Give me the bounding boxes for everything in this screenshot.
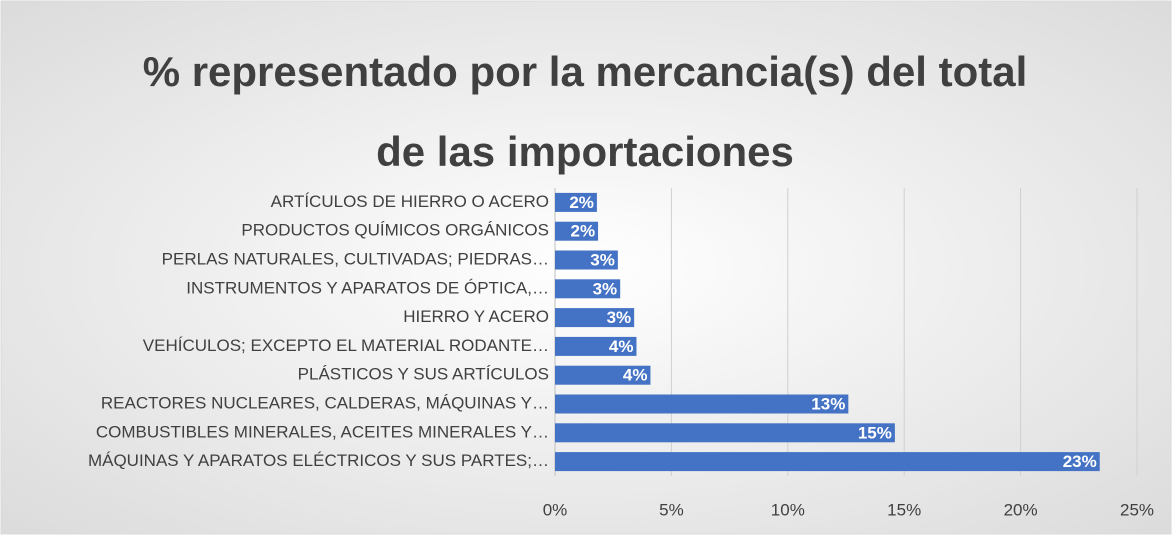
x-tick-label: 25%	[1120, 500, 1154, 519]
y-tick-label: PERLAS NATURALES, CULTIVADAS; PIEDRAS…	[162, 249, 549, 268]
bar	[555, 365, 651, 385]
y-tick-label: COMBUSTIBLES MINERALES, ACEITES MINERALE…	[96, 422, 549, 441]
data-label: 3%	[590, 250, 615, 269]
bar	[555, 250, 618, 270]
bar	[555, 394, 849, 414]
data-label: 3%	[607, 308, 632, 327]
bar	[555, 308, 635, 328]
bar	[555, 221, 599, 241]
x-tick-label: 15%	[887, 500, 921, 519]
bar	[555, 279, 621, 299]
bar	[555, 192, 597, 212]
y-tick-label: MÁQUINAS Y APARATOS ELÉCTRICOS Y SUS PAR…	[88, 451, 549, 470]
x-tick-label: 0%	[543, 500, 568, 519]
data-label: 2%	[569, 193, 594, 212]
data-label: 23%	[1063, 452, 1097, 471]
bar	[555, 452, 1100, 472]
x-tick-label: 10%	[771, 500, 805, 519]
y-tick-label: INSTRUMENTOS Y APARATOS DE ÓPTICA,…	[186, 278, 549, 297]
y-tick-label: PRODUCTOS QUÍMICOS ORGÁNICOS	[241, 221, 549, 240]
data-label: 2%	[570, 222, 595, 241]
data-label: 4%	[623, 366, 648, 385]
y-tick-label: VEHÍCULOS; EXCEPTO EL MATERIAL RODANTE…	[143, 336, 549, 355]
chart-title: % representado por la mercancia(s) del t…	[143, 48, 1028, 95]
y-tick-label: ARTÍCULOS DE HIERRO O ACERO	[271, 192, 549, 211]
y-tick-label: REACTORES NUCLEARES, CALDERAS, MÁQUINAS …	[101, 393, 549, 412]
data-label: 15%	[858, 423, 892, 442]
x-tick-label: 5%	[659, 500, 684, 519]
x-tick-label: 20%	[1004, 500, 1038, 519]
data-label: 3%	[593, 279, 618, 298]
chart-title: de las importaciones	[376, 128, 794, 175]
bar	[555, 423, 895, 443]
y-tick-label: PLÁSTICOS Y SUS ARTÍCULOS	[298, 365, 549, 384]
y-tick-label: HIERRO Y ACERO	[403, 307, 549, 326]
data-label: 4%	[609, 337, 634, 356]
data-label: 13%	[811, 394, 845, 413]
bar	[555, 336, 637, 356]
